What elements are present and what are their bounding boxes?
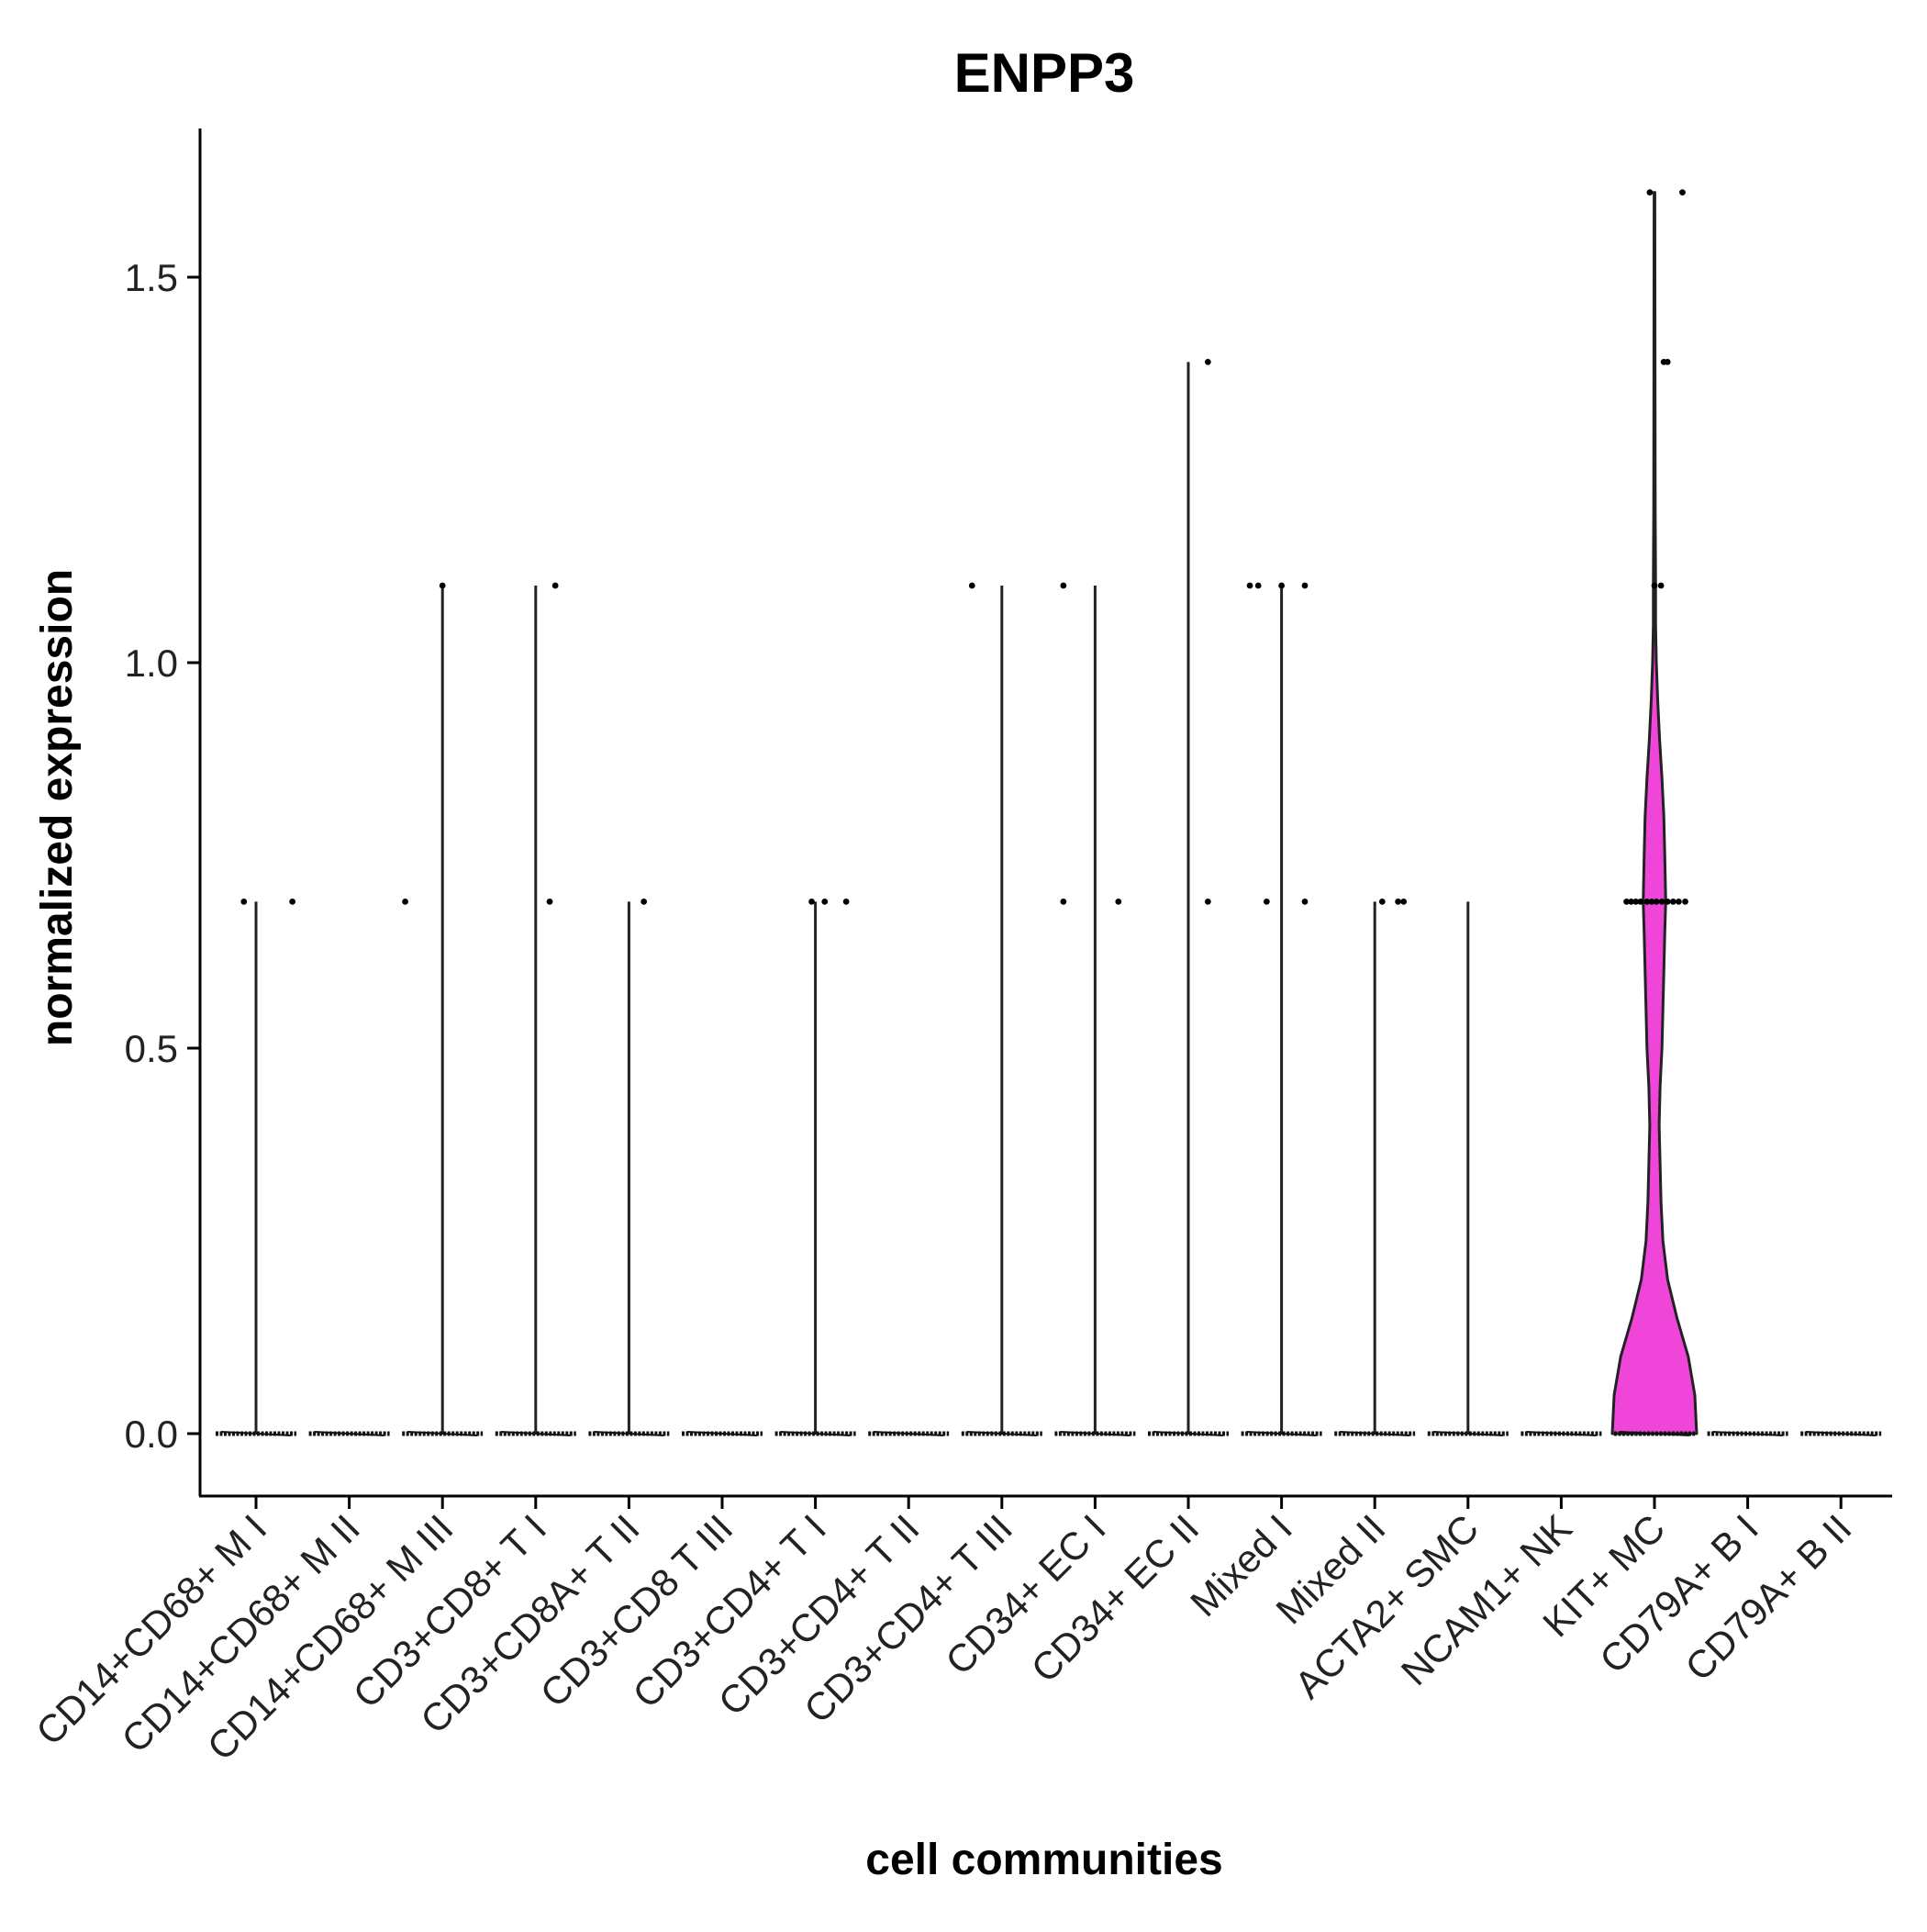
data-point: [1395, 899, 1401, 905]
data-point: [1664, 359, 1671, 365]
data-point: [1060, 582, 1067, 589]
zero-points-band: [686, 1431, 758, 1436]
y-tick-label: 1.0: [125, 642, 178, 685]
zero-points-band: [407, 1431, 478, 1436]
data-point: [1301, 899, 1309, 905]
zero-points-band: [1432, 1431, 1503, 1436]
data-point: [1657, 582, 1665, 589]
data-point: [1060, 899, 1067, 905]
data-point: [808, 899, 815, 905]
data-point: [1679, 189, 1686, 196]
data-point: [546, 899, 553, 905]
data-point: [1646, 189, 1654, 196]
data-point: [1278, 582, 1285, 589]
data-point: [640, 899, 648, 905]
zero-points-band: [966, 1431, 1037, 1436]
y-tick-label: 1.5: [125, 256, 178, 299]
data-point: [1301, 582, 1309, 589]
zero-points-band: [220, 1431, 292, 1436]
zero-points-band: [1806, 1431, 1877, 1436]
data-point: [240, 899, 248, 905]
data-point: [402, 899, 408, 905]
data-point: [842, 899, 850, 905]
data-point: [1623, 899, 1630, 905]
zero-points-band: [1619, 1431, 1690, 1436]
data-point: [1628, 899, 1634, 905]
data-point: [1658, 899, 1665, 905]
data-point: [821, 899, 829, 905]
zero-points-band: [1246, 1431, 1317, 1436]
x-axis-label: cell communities: [865, 1836, 1222, 1884]
zero-points-band: [780, 1431, 851, 1436]
chart-title: ENPP3: [954, 42, 1135, 104]
data-point: [1651, 582, 1658, 589]
data-point: [1632, 899, 1640, 905]
data-point: [1204, 359, 1211, 365]
data-point: [1676, 899, 1682, 905]
data-point: [1246, 582, 1253, 589]
y-axis-label: normalized expression: [33, 569, 82, 1046]
zero-points-band: [500, 1431, 571, 1436]
data-point: [1643, 899, 1651, 905]
data-point: [1254, 582, 1262, 589]
y-tick-label: 0.0: [125, 1413, 178, 1456]
data-point: [1669, 899, 1676, 905]
data-point: [1204, 899, 1211, 905]
data-point: [1682, 899, 1688, 905]
data-point: [968, 582, 975, 589]
data-point: [1637, 899, 1644, 905]
data-point: [1115, 899, 1122, 905]
data-point: [1378, 899, 1386, 905]
data-point: [551, 582, 559, 589]
zero-points-band: [594, 1431, 664, 1436]
data-point: [1664, 899, 1671, 905]
y-tick-label: 0.5: [125, 1027, 178, 1070]
zero-points-band: [1060, 1431, 1131, 1436]
data-point: [1653, 899, 1660, 905]
zero-points-band: [1340, 1431, 1410, 1436]
data-point: [1400, 899, 1408, 905]
data-point: [1648, 899, 1655, 905]
data-point: [439, 582, 446, 589]
data-point: [1263, 899, 1270, 905]
violin-body: [1610, 191, 1699, 1435]
zero-points-band: [874, 1431, 944, 1436]
zero-points-band: [1153, 1431, 1224, 1436]
zero-points-band: [1526, 1431, 1597, 1436]
zero-points-band: [314, 1431, 384, 1436]
data-point: [289, 899, 296, 905]
zero-points-band: [1712, 1431, 1783, 1436]
